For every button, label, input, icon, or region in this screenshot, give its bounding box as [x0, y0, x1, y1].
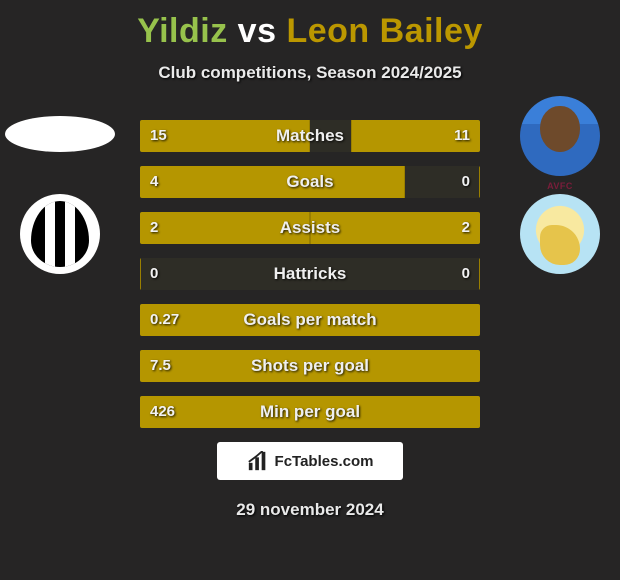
stat-label: Goals per match [140, 304, 480, 336]
player1-name: Yildiz [137, 12, 228, 50]
vs-separator: vs [238, 12, 277, 50]
stat-row: Goals per match0.27 [140, 304, 480, 336]
stat-value-player2: 11 [454, 120, 470, 152]
branding-text: FcTables.com [275, 453, 374, 470]
player1-column [0, 96, 120, 274]
stat-value-player2: 0 [462, 166, 470, 198]
bar-chart-icon [247, 451, 269, 471]
stat-row: Shots per goal7.5 [140, 350, 480, 382]
stat-value-player1: 15 [150, 120, 167, 152]
stat-row: Min per goal426 [140, 396, 480, 428]
avfc-badge-text: AVFC [547, 181, 573, 191]
player1-club-logo [20, 194, 100, 274]
comparison-title: Yildiz vs Leon Bailey [0, 0, 620, 51]
avfc-lion-icon [540, 225, 580, 265]
stat-label: Assists [140, 212, 480, 244]
stat-label: Min per goal [140, 396, 480, 428]
stat-value-player1: 426 [150, 396, 175, 428]
stat-value-player1: 7.5 [150, 350, 171, 382]
stat-label: Matches [140, 120, 480, 152]
player2-face-icon [540, 106, 580, 152]
player2-name: Leon Bailey [286, 12, 482, 50]
juventus-crest-icon [31, 201, 89, 267]
stat-row: Hattricks0 0 [140, 258, 480, 290]
stat-row: Goals4 0 [140, 166, 480, 198]
stat-value-player2: 2 [462, 212, 470, 244]
stat-row: Assists2 2 [140, 212, 480, 244]
stat-label: Shots per goal [140, 350, 480, 382]
stat-label: Hattricks [140, 258, 480, 290]
subtitle: Club competitions, Season 2024/2025 [0, 63, 620, 83]
stats-bars: Matches1511Goals40Assists22Hattricks00Go… [140, 120, 480, 442]
stat-value-player1: 0.27 [150, 304, 179, 336]
player2-avatar [520, 96, 600, 176]
stat-label: Goals [140, 166, 480, 198]
player1-avatar-placeholder [5, 116, 115, 152]
branding-badge: FcTables.com [217, 442, 403, 480]
stat-value-player1: 0 [150, 258, 158, 290]
date-text: 29 november 2024 [0, 500, 620, 520]
stat-value-player2: 0 [462, 258, 470, 290]
stat-value-player1: 2 [150, 212, 158, 244]
player2-club-logo: AVFC [520, 194, 600, 274]
stat-row: Matches15 11 [140, 120, 480, 152]
stat-value-player1: 4 [150, 166, 158, 198]
player2-column: AVFC [500, 96, 620, 274]
